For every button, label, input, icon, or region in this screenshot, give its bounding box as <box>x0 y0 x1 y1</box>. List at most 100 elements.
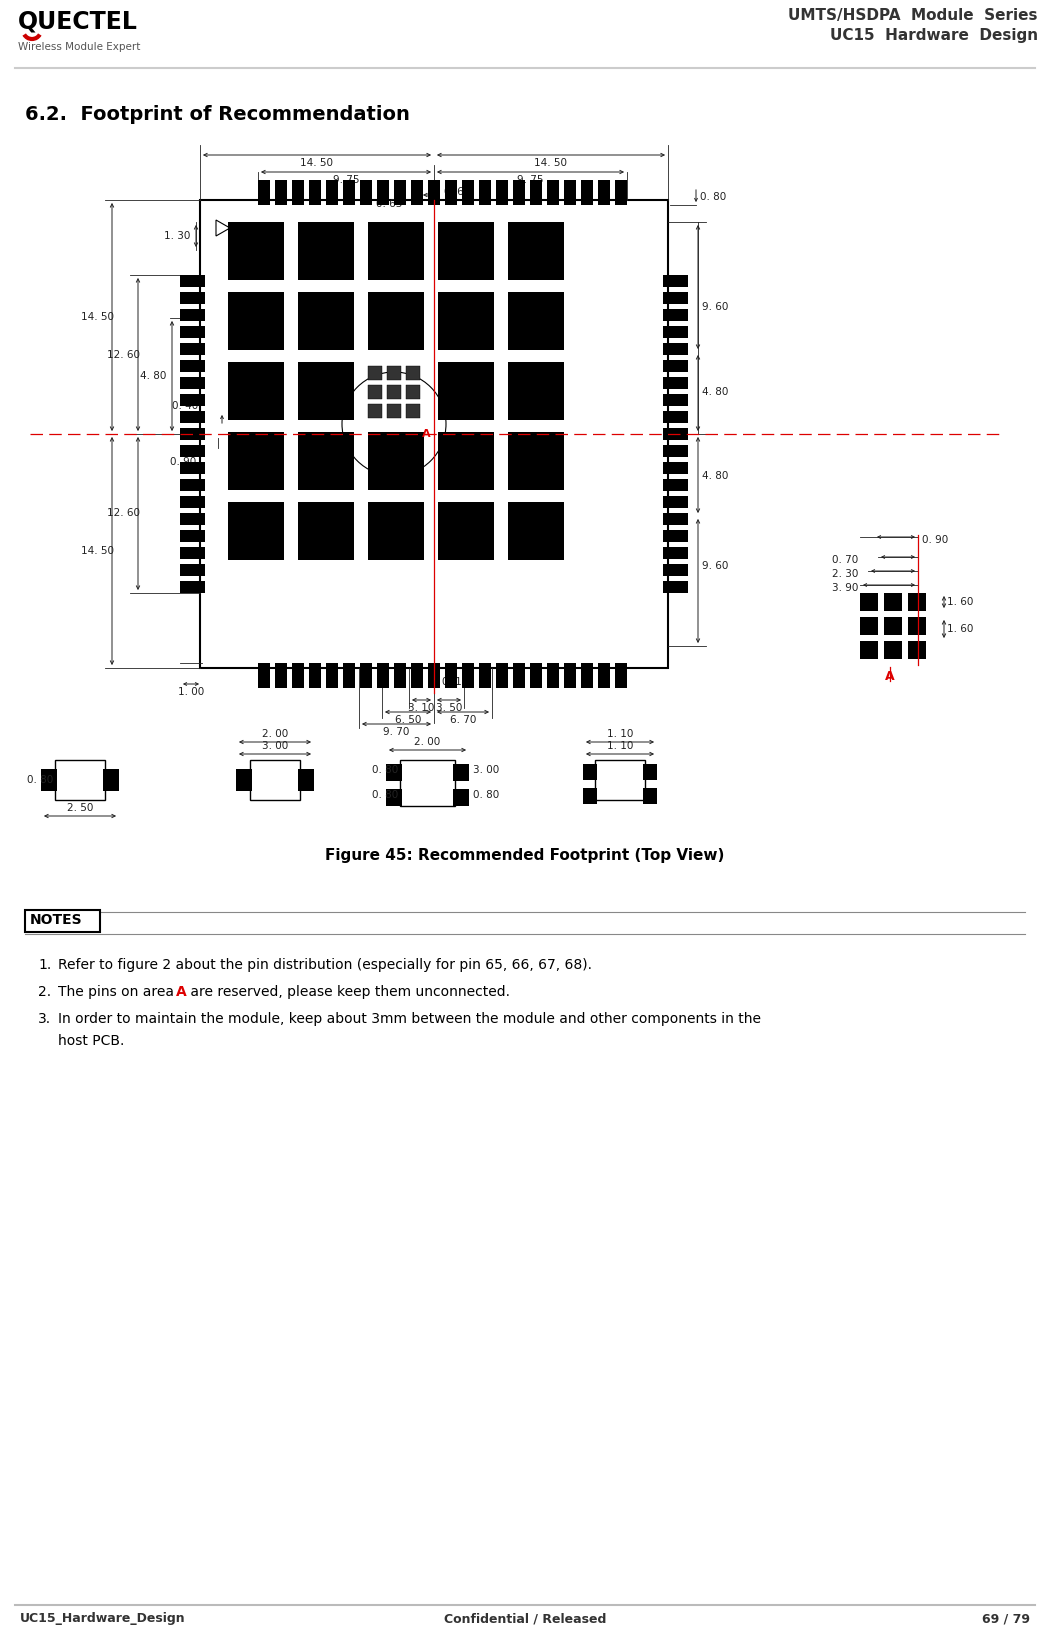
Bar <box>298 433 354 490</box>
Bar <box>258 180 270 205</box>
Bar <box>180 529 205 543</box>
Text: 9. 60: 9. 60 <box>702 302 729 311</box>
Bar <box>428 664 440 688</box>
Text: 12. 60: 12. 60 <box>107 508 140 518</box>
Bar <box>428 180 440 205</box>
Bar <box>663 513 688 524</box>
Bar <box>479 664 491 688</box>
Text: 9. 75: 9. 75 <box>333 175 359 185</box>
Text: UMTS/HSDPA  Module  Series: UMTS/HSDPA Module Series <box>789 8 1038 23</box>
Bar <box>411 664 423 688</box>
Text: 3. 50: 3. 50 <box>436 703 462 713</box>
Bar <box>860 593 878 611</box>
Bar <box>598 664 610 688</box>
Bar <box>547 664 559 688</box>
Text: 1. 00: 1. 00 <box>177 687 204 697</box>
Bar <box>438 502 493 561</box>
Bar <box>884 616 902 634</box>
Bar <box>298 292 354 351</box>
Bar <box>462 180 474 205</box>
Bar <box>508 292 564 351</box>
Bar <box>180 411 205 423</box>
Bar <box>103 769 119 792</box>
Bar <box>387 365 401 380</box>
Bar <box>387 403 401 418</box>
Bar <box>406 365 420 380</box>
Bar <box>508 362 564 420</box>
Bar <box>180 564 205 575</box>
Bar <box>343 180 355 205</box>
Text: 0. 80: 0. 80 <box>26 775 52 785</box>
Text: 0. 70: 0. 70 <box>832 556 858 565</box>
Text: 0. 65: 0. 65 <box>444 187 470 197</box>
Text: 9. 70: 9. 70 <box>383 728 410 738</box>
Bar <box>41 769 57 792</box>
Bar <box>180 275 205 287</box>
Text: Refer to figure 2 about the pin distribution (especially for pin 65, 66, 67, 68): Refer to figure 2 about the pin distribu… <box>58 959 592 972</box>
Bar <box>462 664 474 688</box>
Bar <box>860 616 878 634</box>
Bar <box>228 502 284 561</box>
Bar <box>583 788 597 805</box>
Text: Wireless Module Expert: Wireless Module Expert <box>18 43 141 52</box>
Bar <box>479 180 491 205</box>
Bar <box>368 502 424 561</box>
Text: 2. 30: 2. 30 <box>832 569 858 579</box>
Text: host PCB.: host PCB. <box>58 1034 124 1047</box>
Bar <box>298 502 354 561</box>
Bar <box>326 180 338 205</box>
Text: 0. 80: 0. 80 <box>372 765 398 775</box>
Bar <box>663 292 688 303</box>
Bar <box>643 764 657 780</box>
Bar <box>595 760 645 800</box>
Bar <box>663 310 688 321</box>
Bar <box>615 180 627 205</box>
Bar <box>298 221 354 280</box>
Text: 2. 00: 2. 00 <box>415 738 441 747</box>
Text: 1. 10: 1. 10 <box>607 729 633 739</box>
Bar <box>663 377 688 388</box>
Bar <box>200 200 668 669</box>
Bar <box>180 580 205 593</box>
Text: 12. 60: 12. 60 <box>107 349 140 359</box>
Bar <box>496 180 508 205</box>
Bar <box>884 641 902 659</box>
Bar <box>663 275 688 287</box>
Text: 14. 50: 14. 50 <box>300 157 334 169</box>
Text: 0. 40: 0. 40 <box>172 402 198 411</box>
Bar <box>309 180 321 205</box>
Bar <box>228 292 284 351</box>
Bar <box>508 221 564 280</box>
Text: 1. 60: 1. 60 <box>947 597 973 606</box>
Bar <box>530 664 542 688</box>
Text: 6. 70: 6. 70 <box>449 715 477 724</box>
Bar <box>453 788 469 806</box>
Bar <box>598 180 610 205</box>
Bar <box>445 664 457 688</box>
Text: 3.: 3. <box>38 1011 51 1026</box>
Bar <box>368 221 424 280</box>
Bar <box>453 764 469 782</box>
Text: 0. 90: 0. 90 <box>170 457 196 467</box>
Bar <box>908 641 926 659</box>
Bar <box>564 180 576 205</box>
Bar <box>438 292 493 351</box>
Bar <box>292 180 304 205</box>
Text: A: A <box>176 985 187 1000</box>
Text: UC15  Hardware  Design: UC15 Hardware Design <box>830 28 1038 43</box>
Text: 1. 60: 1. 60 <box>947 624 973 634</box>
Bar <box>394 180 406 205</box>
Text: 3. 00: 3. 00 <box>261 741 288 751</box>
Bar <box>180 343 205 356</box>
Bar <box>180 292 205 303</box>
Bar <box>513 664 525 688</box>
Bar <box>663 428 688 439</box>
Text: 0. 80: 0. 80 <box>700 192 727 202</box>
Text: 14. 50: 14. 50 <box>81 546 114 556</box>
Bar <box>368 403 382 418</box>
Bar <box>326 664 338 688</box>
Bar <box>884 593 902 611</box>
Bar <box>663 564 688 575</box>
Bar <box>547 180 559 205</box>
Text: 6. 50: 6. 50 <box>395 715 421 724</box>
